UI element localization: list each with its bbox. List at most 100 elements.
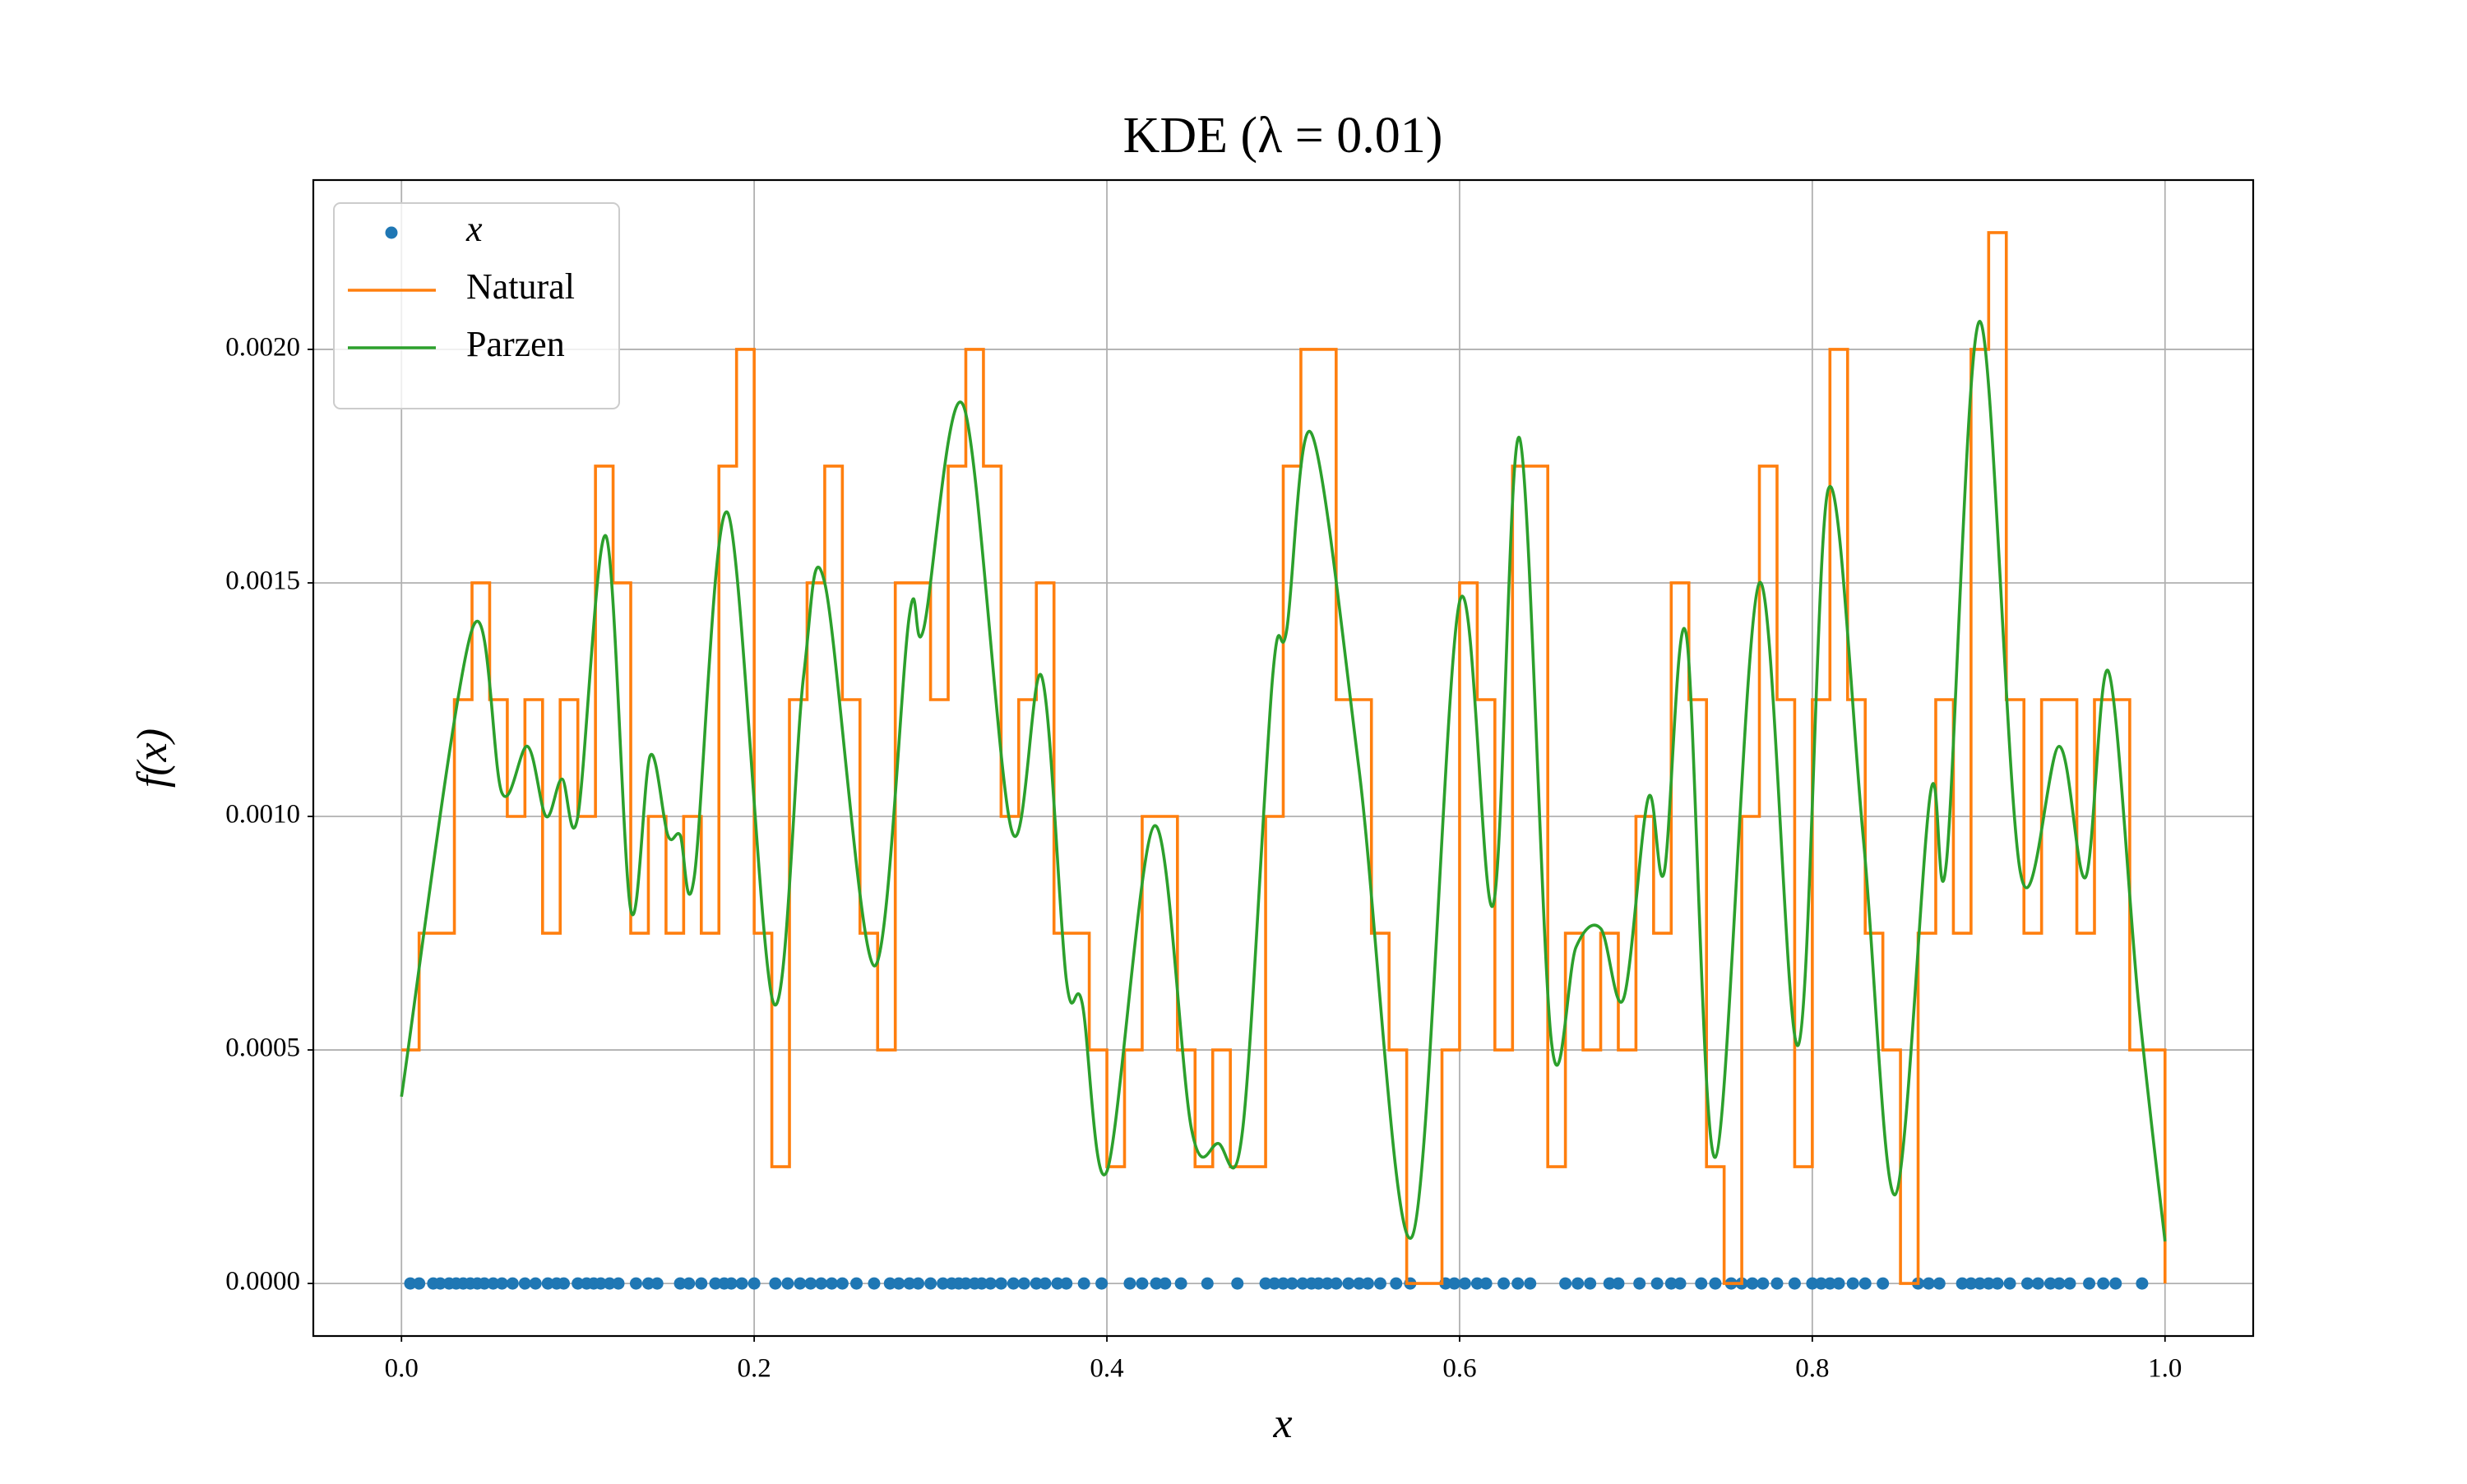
data-point: [994, 1277, 1007, 1290]
data-point: [1231, 1277, 1244, 1290]
y-tick-label: 0.0010: [225, 800, 300, 830]
data-point: [650, 1277, 664, 1290]
data-point: [478, 1277, 491, 1290]
chart-title: KDE (λ = 0.01): [1123, 108, 1443, 164]
data-point: [612, 1277, 625, 1290]
data-point: [2083, 1277, 2096, 1290]
data-point: [1330, 1277, 1343, 1290]
data-point: [1030, 1277, 1043, 1290]
data-point: [1612, 1277, 1625, 1290]
data-point: [629, 1277, 642, 1290]
data-point: [1077, 1277, 1090, 1290]
data-point: [709, 1277, 722, 1290]
legend: x Natural Parzen: [333, 202, 620, 409]
data-point: [1823, 1277, 1836, 1290]
data-point: [1877, 1277, 1890, 1290]
data-point: [1709, 1277, 1722, 1290]
data-point: [1858, 1277, 1872, 1290]
data-point: [883, 1277, 896, 1290]
axes-frame: [312, 178, 2255, 1338]
data-point: [1991, 1277, 2004, 1290]
data-point: [769, 1277, 782, 1290]
data-point: [1039, 1277, 1052, 1290]
data-point: [1846, 1277, 1859, 1290]
y-axis-label: f(x): [129, 728, 176, 788]
data-point: [1321, 1277, 1334, 1290]
data-point: [487, 1277, 500, 1290]
data-point: [506, 1277, 519, 1290]
legend-marker: [385, 226, 398, 239]
y-tick-label: 0.0000: [225, 1267, 300, 1297]
data-point: [1511, 1277, 1525, 1290]
data-point: [541, 1277, 554, 1290]
data-point: [903, 1277, 916, 1290]
data-point: [924, 1277, 937, 1290]
y-tick-label: 0.0015: [225, 566, 300, 596]
data-point: [804, 1277, 817, 1290]
data-point: [735, 1277, 748, 1290]
data-point: [850, 1277, 863, 1290]
data-point: [529, 1277, 542, 1290]
y-tick-label: 0.0005: [225, 1033, 300, 1063]
data-point: [975, 1277, 988, 1290]
x-tick-label: 0.8: [1795, 1354, 1829, 1384]
data-point: [683, 1277, 696, 1290]
x-axis-label: x: [1272, 1400, 1292, 1447]
data-point: [781, 1277, 794, 1290]
data-point: [1922, 1277, 1935, 1290]
x-tick-label: 0.0: [385, 1354, 419, 1384]
data-point: [1603, 1277, 1616, 1290]
data-point: [1524, 1277, 1537, 1290]
data-point: [1584, 1277, 1597, 1290]
legend-label: Natural: [466, 266, 575, 307]
data-point: [1806, 1277, 1819, 1290]
data-point: [641, 1277, 655, 1290]
data-point: [815, 1277, 828, 1290]
data-point: [673, 1277, 687, 1290]
data-point: [433, 1277, 447, 1290]
data-point: [1150, 1277, 1163, 1290]
data-point: [1312, 1277, 1325, 1290]
data-point: [1201, 1277, 1214, 1290]
data-point: [2136, 1277, 2149, 1290]
data-point: [1664, 1277, 1678, 1290]
data-point: [1974, 1277, 1987, 1290]
data-point: [1390, 1277, 1403, 1290]
data-point: [2020, 1277, 2034, 1290]
data-point: [1458, 1277, 1471, 1290]
data-point: [404, 1277, 417, 1290]
data-point: [1007, 1277, 1020, 1290]
data-point: [868, 1277, 881, 1290]
data-point: [2031, 1277, 2044, 1290]
data-point: [558, 1277, 571, 1290]
data-point: [1259, 1277, 1272, 1290]
data-point: [518, 1277, 531, 1290]
y-tick-label: 0.0020: [225, 333, 300, 363]
x-tick-label: 1.0: [2148, 1354, 2182, 1384]
data-point: [959, 1277, 972, 1290]
data-point: [595, 1277, 608, 1290]
x-tick-label: 0.4: [1090, 1354, 1123, 1384]
data-point: [1559, 1277, 1572, 1290]
data-point: [2043, 1277, 2057, 1290]
data-point: [1497, 1277, 1511, 1290]
data-point: [603, 1277, 616, 1290]
data-point: [413, 1277, 426, 1290]
tick-layer: 0.0 0.2 0.4 0.6 0.8 1.0 0.0000 0.0005 0.0010 0.00…: [225, 333, 2182, 1384]
data-point: [1277, 1277, 1289, 1290]
data-point: [892, 1277, 905, 1290]
data-point: [1757, 1277, 1770, 1290]
data-point: [1051, 1277, 1064, 1290]
data-point: [2053, 1277, 2066, 1290]
data-point: [1017, 1277, 1030, 1290]
data-point: [794, 1277, 807, 1290]
data-point: [1285, 1277, 1298, 1290]
data-point: [2003, 1277, 2016, 1290]
data-point: [825, 1277, 838, 1290]
data-point: [1788, 1277, 1801, 1290]
data-point: [572, 1277, 585, 1290]
data-point: [1746, 1277, 1759, 1290]
data-point: [1268, 1277, 1281, 1290]
